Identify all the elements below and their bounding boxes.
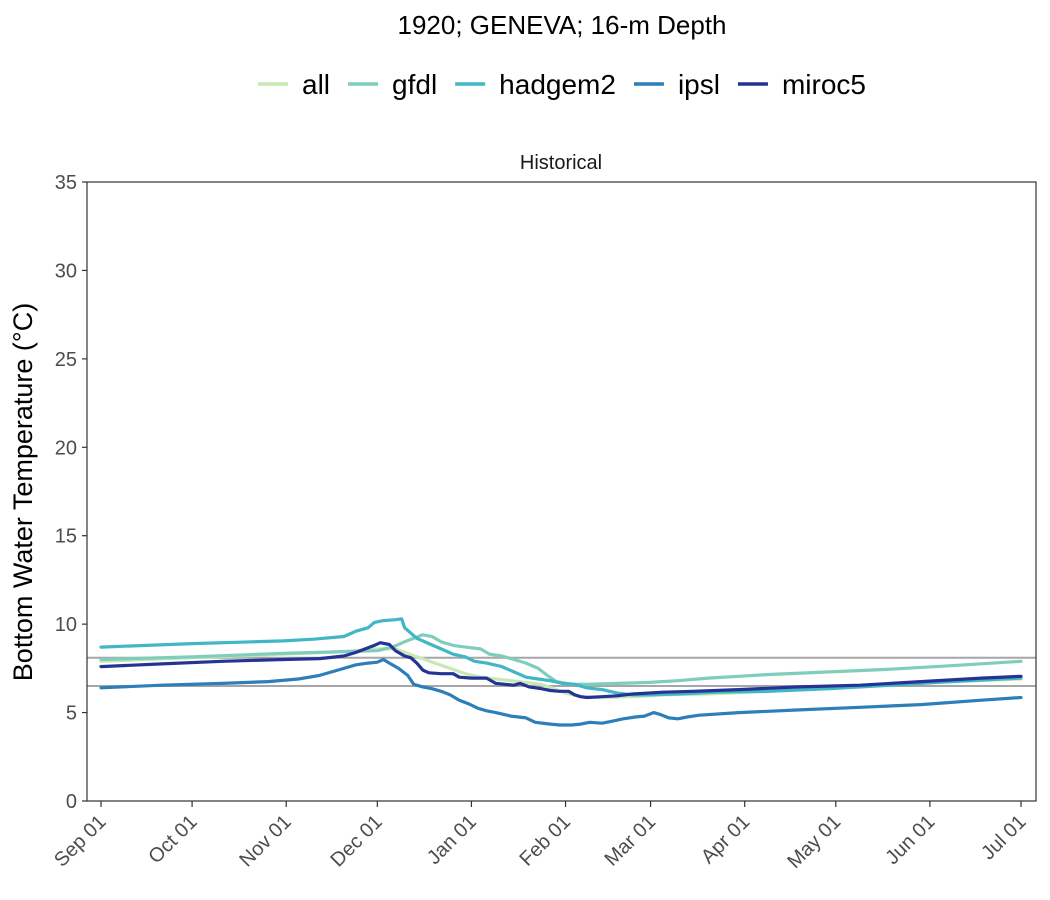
legend: all gfdl hadgem2 ipsl miroc5 xyxy=(258,69,866,100)
y-tick-label: 25 xyxy=(55,349,77,371)
y-axis-title: Bottom Water Temperature (°C) xyxy=(8,303,38,681)
y-tick-label: 0 xyxy=(66,791,77,813)
y-tick-label: 35 xyxy=(55,172,77,194)
legend-label-gfdl: gfdl xyxy=(392,69,437,100)
y-tick-label: 5 xyxy=(66,703,77,725)
legend-label-all: all xyxy=(302,69,330,100)
series-line-gfdl xyxy=(99,633,1023,686)
y-tick-label: 20 xyxy=(55,437,77,459)
x-tick-label: Feb 01 xyxy=(516,811,576,871)
plot-area: 0 5 10 15 20 25 30 35 Sep 01 Oct 01 Nov 01 Dec 01 Ja… xyxy=(50,172,1037,873)
series-line-ipsl xyxy=(99,657,1023,727)
legend-label-ipsl: ipsl xyxy=(678,69,720,100)
x-tick-label: Jan 01 xyxy=(423,811,481,869)
plot-border xyxy=(86,181,1037,802)
series-line-miroc5 xyxy=(99,641,1023,700)
x-tick-label: Sep 01 xyxy=(50,811,110,871)
x-tick-label: May 01 xyxy=(783,811,845,873)
legend-label-hadgem2: hadgem2 xyxy=(499,69,616,100)
y-tick-label: 10 xyxy=(55,614,77,636)
y-tick-label: 30 xyxy=(55,260,77,282)
x-tick-label: Dec 01 xyxy=(326,811,386,871)
y-tick-label: 15 xyxy=(55,526,77,548)
x-tick-label: Mar 01 xyxy=(601,811,661,871)
x-tick-label: Oct 01 xyxy=(144,811,201,868)
x-tick-label: Nov 01 xyxy=(235,811,295,871)
x-tick-label: Jul 01 xyxy=(977,811,1030,864)
x-tick-label: Jun 01 xyxy=(881,811,939,869)
legend-label-miroc5: miroc5 xyxy=(782,69,866,100)
plot-background xyxy=(87,182,1036,801)
series-line-hadgem2 xyxy=(99,617,1023,697)
x-tick-label: Apr 01 xyxy=(697,811,754,868)
panel-strip-label: Historical xyxy=(520,152,602,174)
chart-title: 1920; GENEVA; 16-m Depth xyxy=(397,10,726,40)
